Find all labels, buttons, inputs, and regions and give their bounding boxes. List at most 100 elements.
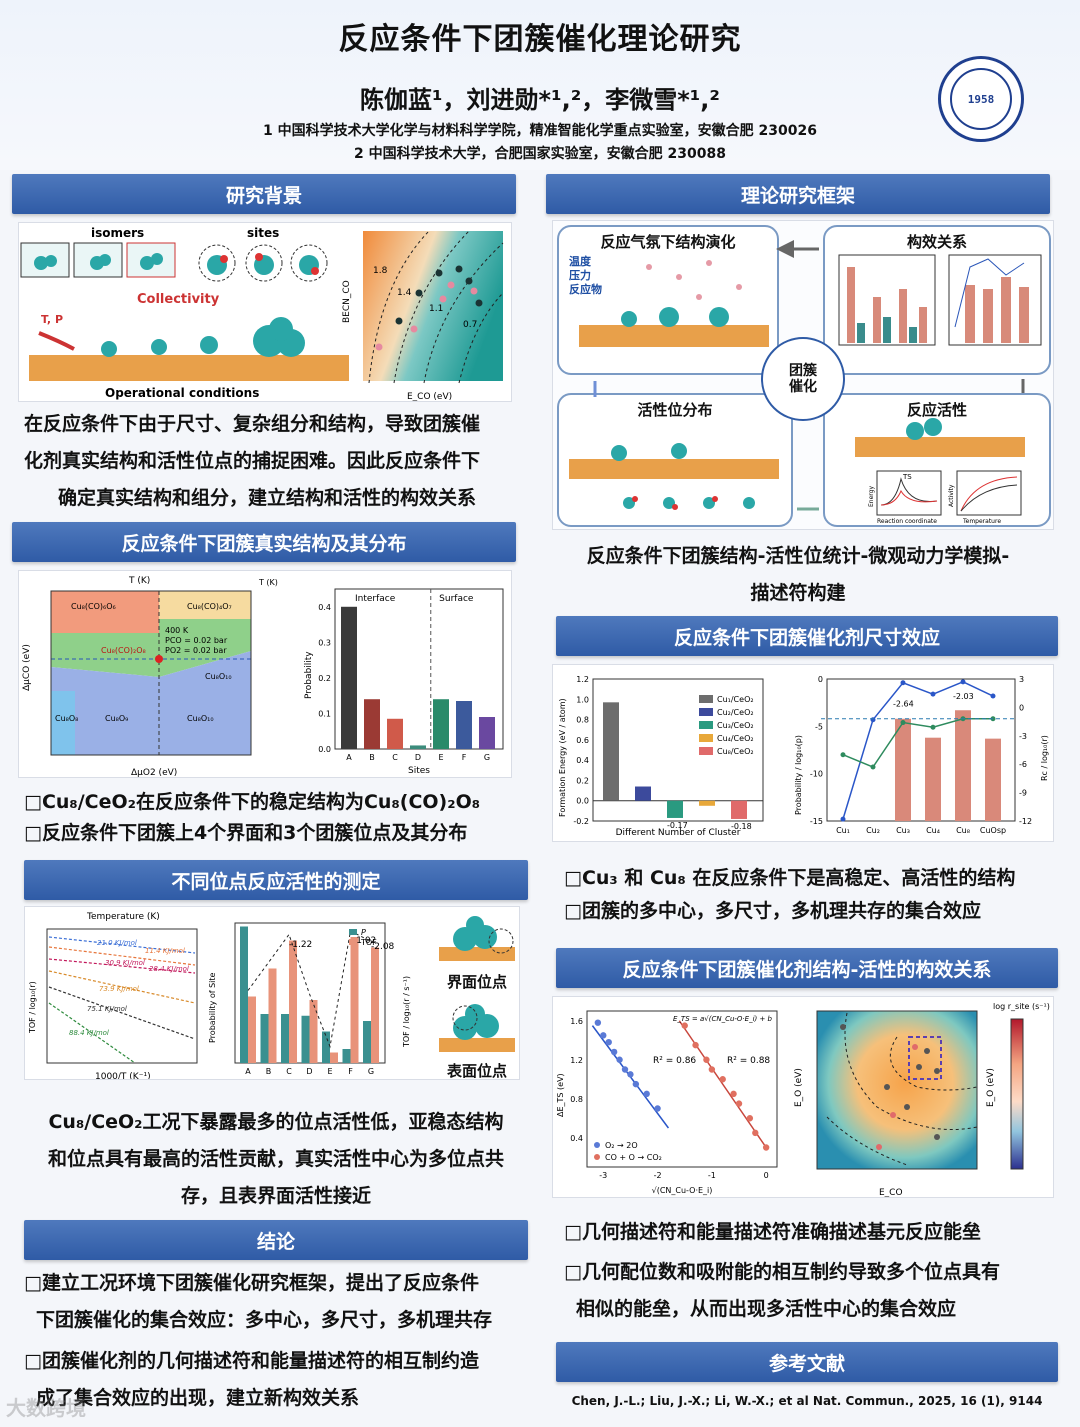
size-bullet-2: □团簇的多中心，多尺寸，多机理共存的集合效应 <box>564 900 981 922</box>
pt-xtick-B: B <box>266 1067 272 1076</box>
panel-structure-evolution: 反应气氛下结构演化 温度 压力 反应物 <box>557 225 779 375</box>
p-bar-D <box>301 1015 310 1063</box>
scatter-xtick: -1 <box>708 1171 716 1180</box>
activity-axis-label: Activity <box>948 484 955 507</box>
conclusion-line-2: 下团簇催化的集合效应：多中心，多尺寸，多机理共存 <box>36 1309 493 1331</box>
background-figure: isomers sites Collectivity T, P Operatio… <box>18 222 512 402</box>
site-bar-A <box>341 606 357 749</box>
site-bar-E <box>433 699 449 749</box>
svg-text:Cu₈O₈: Cu₈O₈ <box>55 714 78 723</box>
activity-figure: Temperature (K) 21.0 KJ/mol 11.4 KJ/mol … <box>24 906 520 1080</box>
svg-text:Cu₈(CO)₄O₇: Cu₈(CO)₄O₇ <box>187 602 232 611</box>
map-ylabel: E_O (eV) <box>794 1068 804 1107</box>
background-text-1: 在反应条件下由于尺寸、复杂组分和结构，导致团簇催 <box>24 413 481 435</box>
p-bar-B <box>260 1014 269 1063</box>
pt-xtick-A: A <box>245 1067 251 1076</box>
formation-energy-chart: 1.2 1.0 0.8 0.6 0.4 0.2 0.0 -0.2 -0.17 -0.18 Cu₁/C… <box>558 675 764 838</box>
phase-top-label: T (K) <box>128 576 150 586</box>
fe-ytick: 0.2 <box>576 776 589 785</box>
panel-active-site-distribution: 活性位分布 <box>557 393 793 527</box>
svg-text:1.8: 1.8 <box>373 266 388 276</box>
relation-figure: 1.6 1.2 0.8 0.4 -3 -2 -1 0 R² = 0.86 R² = 0.88 E_T… <box>552 996 1054 1198</box>
fe-legend-5: Cu₈/CeO₂ <box>717 747 754 756</box>
structure-bullet-1: □Cu₈/CeO₂在反应条件下的稳定结构为Cu₈(CO)₂O₈ <box>24 791 481 813</box>
energy-label: Energy <box>868 486 875 507</box>
panel-reactivity-title: 反应活性 <box>906 401 967 419</box>
fe-ytick: 0.6 <box>576 736 589 745</box>
co-point <box>752 1129 759 1137</box>
svg-text:73.9 KJ/mol: 73.9 KJ/mol <box>99 985 139 993</box>
ts-label: TS <box>902 473 912 481</box>
svg-text:11.4 KJ/mol: 11.4 KJ/mol <box>145 947 185 955</box>
site-xtick-E: E <box>438 753 443 762</box>
legend-co-marker <box>594 1154 600 1160</box>
site-xtick-C: C <box>392 753 398 762</box>
phase-annotations: 400 K PCO = 0.02 bar PO2 = 0.02 bar <box>165 626 228 655</box>
svg-text:Cu₈(CO)₂O₈: Cu₈(CO)₂O₈ <box>101 646 146 655</box>
framework-text-2: 描述符构建 <box>750 582 846 604</box>
tof-bar-C <box>289 940 297 1063</box>
site-ytick: 0.1 <box>318 709 331 718</box>
legend-p-swatch <box>349 929 357 935</box>
size-figure: 1.2 1.0 0.8 0.6 0.4 0.2 0.0 -0.2 -0.17 -0.18 Cu₁/C… <box>552 664 1054 842</box>
svg-text:30.9 KJ/mol: 30.9 KJ/mol <box>105 959 145 967</box>
o2-point <box>605 1039 612 1046</box>
fe-bar-1 <box>603 702 619 801</box>
site-ytick: 0.4 <box>318 603 331 612</box>
p-bar-F <box>342 1049 351 1063</box>
structure-figure: T (K) Cu₈(CO)₆O₆ Cu₈(CO)₄O₇ Cu₈(CO)₂O₈ C… <box>18 570 512 778</box>
rc-ytick: 3 <box>1019 675 1024 684</box>
fe-bar-2 <box>635 786 651 801</box>
reference-text: Chen, J.-L.; Liu, J.-X.; Li, W.-X.; et a… <box>571 1394 1043 1408</box>
site-ytick: 0.2 <box>318 674 331 683</box>
tof-label-1: -1.22 <box>289 940 312 950</box>
fe-legend-1: Cu₁/CeO₂ <box>717 695 754 704</box>
poster-title: 反应条件下团簇催化理论研究 <box>338 22 742 57</box>
prob-bar-3 <box>895 718 911 821</box>
co-point <box>681 1022 688 1029</box>
fe-legend-swatch <box>699 695 713 703</box>
o2-point <box>610 1048 618 1056</box>
co-point <box>746 1115 754 1122</box>
temperature-label: Temperature <box>962 518 1001 525</box>
scatter-xtick: -2 <box>654 1171 662 1180</box>
prob-bar-6 <box>985 738 1001 821</box>
fe-bar-5 <box>731 800 747 819</box>
tof-bar-D <box>309 1000 318 1063</box>
conclusion-line-3: □团簇催化剂的几何描述符和能量描述符的相互制约造 <box>24 1350 479 1372</box>
legend-tof: TOF <box>360 938 377 947</box>
co-point <box>708 1066 716 1073</box>
map-ylabel-right: E_O (eV) <box>986 1068 996 1107</box>
svg-text:Cu₈O₁₀: Cu₈O₁₀ <box>205 672 232 681</box>
size-probability-chart: 0 -5 -10 -15 3 0 -3 -6 -9 -12 Cu₁ Cu₂ Cu₃ Cu₄ Cu₈ CuOsp… <box>794 675 1049 835</box>
scatter-xtick: -3 <box>599 1171 607 1180</box>
r2-o2: R² = 0.86 <box>653 1056 696 1066</box>
section-header-background: 研究背景 <box>12 174 516 214</box>
rc-ytick: -6 <box>1019 760 1027 769</box>
framework-figure: 反应气氛下结构演化 温度 压力 反应物 构效关系 活性位分布 反应活性 TS Ene… <box>552 220 1054 530</box>
arrh-xlabel: 1000/T (K⁻¹) <box>95 1072 151 1080</box>
site-bar-B <box>364 699 380 749</box>
rc-label: Reaction coordinate <box>877 518 937 525</box>
arrh-top-label: Temperature (K) <box>86 912 160 922</box>
co-point <box>730 1090 737 1098</box>
collectivity-label: Collectivity <box>137 292 220 307</box>
panel-reactivity: 反应活性 TS Energy Reaction coordinate Activ… <box>823 393 1051 527</box>
conclusion-line-1: □建立工况环境下团簇催化研究框架，提出了反应条件 <box>24 1272 479 1294</box>
surface-site-image <box>439 1004 515 1052</box>
arrhenius-plot: Temperature (K) 21.0 KJ/mol 11.4 KJ/mol … <box>28 912 198 1080</box>
scatter-ytick: 0.4 <box>570 1134 583 1143</box>
rc-ylabel: Rc / log₁₀(r) <box>1040 735 1049 781</box>
scatter-frame <box>586 1010 778 1168</box>
colorbar-label: log r_site (s⁻¹) <box>993 1002 1050 1011</box>
fe-bar-3 <box>667 800 683 818</box>
svg-text:Cu₈O₁₀: Cu₈O₁₀ <box>187 714 214 723</box>
prob-xtick-5: Cu₈ <box>956 826 970 835</box>
pt-xtick-C: C <box>286 1067 292 1076</box>
section-header-framework: 理论研究框架 <box>546 174 1050 214</box>
center-cluster-catalysis: 团簇 催化 <box>761 337 845 421</box>
fe-legend-4: Cu₄/CeO₂ <box>717 734 754 743</box>
pt-xtick-F: F <box>348 1067 353 1076</box>
fe-ytick: 0.4 <box>576 756 589 765</box>
